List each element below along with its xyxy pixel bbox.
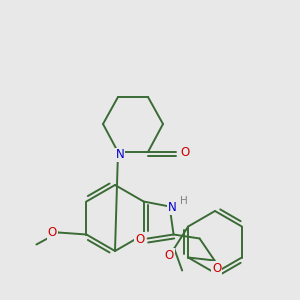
Text: N: N — [116, 148, 124, 161]
Text: O: O — [212, 262, 221, 275]
Text: O: O — [164, 249, 174, 262]
Text: H: H — [180, 196, 188, 206]
Text: O: O — [135, 233, 144, 246]
Text: O: O — [48, 226, 57, 239]
Text: O: O — [180, 146, 190, 158]
Text: N: N — [168, 201, 177, 214]
